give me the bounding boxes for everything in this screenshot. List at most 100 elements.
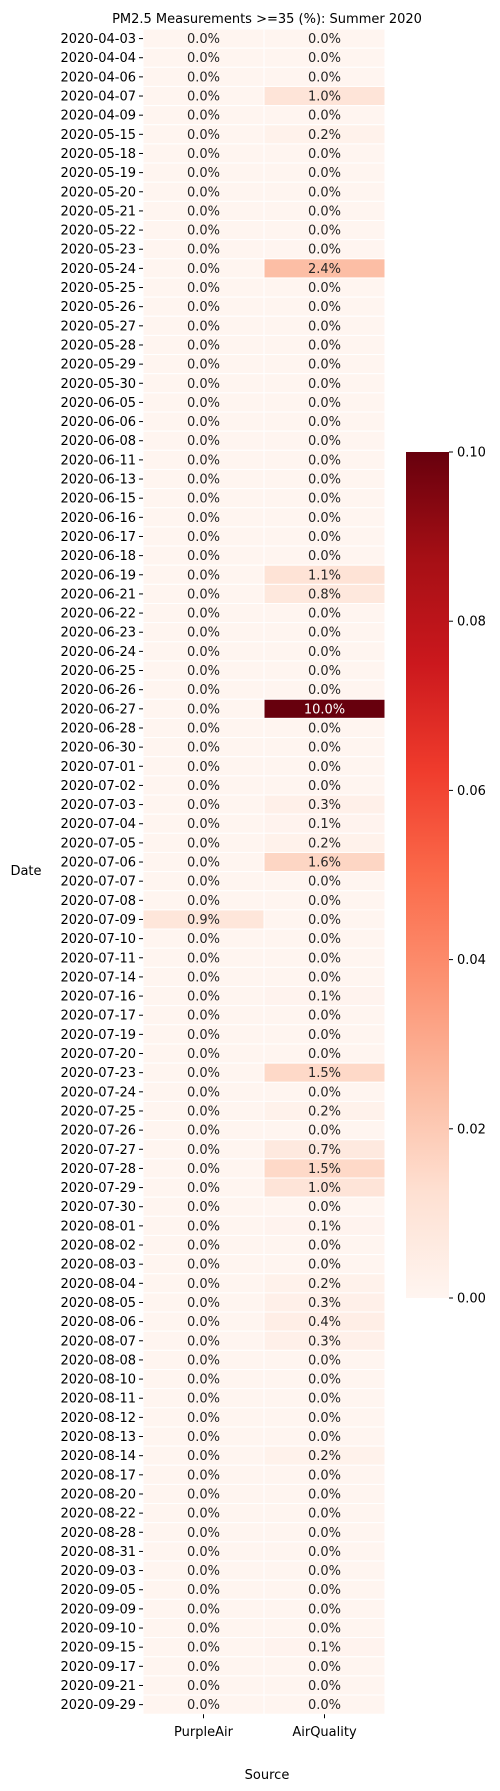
y-tick-label: 2020-07-24 <box>60 1085 136 1100</box>
cell-value-label: 0.0% <box>187 836 220 851</box>
y-tick-label: 2020-06-28 <box>60 721 136 736</box>
y-tick-label: 2020-07-07 <box>60 875 136 890</box>
cell-value-label: 0.0% <box>187 1219 220 1234</box>
cell-value-label: 0.0% <box>308 779 341 794</box>
y-tick-label: 2020-05-22 <box>60 224 136 239</box>
cell-value-label: 0.0% <box>187 166 220 181</box>
y-tick-label: 2020-07-29 <box>60 1181 136 1196</box>
cell-value-label: 0.1% <box>308 817 341 832</box>
y-tick-label: 2020-04-04 <box>60 51 136 66</box>
y-tick-label: 2020-09-03 <box>60 1564 136 1579</box>
y-tick-label: 2020-06-25 <box>60 664 136 679</box>
cell-value-label: 0.0% <box>308 204 341 219</box>
colorbar-tick-label: 0.08 <box>457 615 486 630</box>
cell-value-label: 0.0% <box>187 779 220 794</box>
cell-value-label: 0.0% <box>187 319 220 334</box>
cell-value-label: 0.0% <box>187 875 220 890</box>
cell-value-label: 0.3% <box>308 1334 341 1349</box>
cell-value-label: 1.6% <box>308 856 341 871</box>
cell-value-label: 0.4% <box>308 1315 341 1330</box>
cell-value-label: 0.0% <box>187 1468 220 1483</box>
y-tick-label: 2020-07-30 <box>60 1200 136 1215</box>
cell-value-label: 0.0% <box>308 1047 341 1062</box>
cell-value-label: 0.0% <box>187 1104 220 1119</box>
cell-value-label: 0.0% <box>187 281 220 296</box>
cell-value-label: 0.3% <box>308 798 341 813</box>
cell-value-label: 0.0% <box>308 1124 341 1139</box>
y-tick-label: 2020-06-26 <box>60 683 136 698</box>
colorbar-tick-label: 0.00 <box>457 1292 486 1307</box>
cell-value-label: 0.0% <box>187 1698 220 1713</box>
cell-value-label: 0.2% <box>308 1277 341 1292</box>
cell-value-label: 0.0% <box>187 1085 220 1100</box>
cell-value-label: 0.0% <box>187 1660 220 1675</box>
y-tick-label: 2020-08-20 <box>60 1487 136 1502</box>
cell-value-label: 0.0% <box>308 683 341 698</box>
cell-value-label: 0.0% <box>187 32 220 47</box>
cell-value-label: 0.0% <box>187 1047 220 1062</box>
cell-value-label: 0.0% <box>187 1564 220 1579</box>
cell-value-label: 0.0% <box>187 1622 220 1637</box>
cell-value-label: 0.0% <box>187 396 220 411</box>
y-tick-label: 2020-07-09 <box>60 913 136 928</box>
cell-value-label: 0.0% <box>308 1564 341 1579</box>
cell-value-label: 0.2% <box>308 1449 341 1464</box>
cell-value-label: 1.0% <box>308 90 341 105</box>
cell-value-label: 0.0% <box>187 1028 220 1043</box>
y-axis: 2020-04-03 2020-04-04 2020-04-06 2020-04-07… <box>60 32 143 1713</box>
y-tick-label: 2020-08-22 <box>60 1507 136 1522</box>
cell-value-label: 0.0% <box>308 970 341 985</box>
cell-value-label: 0.0% <box>187 473 220 488</box>
cell-value-label: 0.0% <box>187 338 220 353</box>
cell-value-label: 0.0% <box>308 32 341 47</box>
cell-value-label: 0.0% <box>187 1124 220 1139</box>
y-tick-label: 2020-06-05 <box>60 396 136 411</box>
cell-value-label: 0.2% <box>308 128 341 143</box>
cell-value-label: 0.0% <box>187 817 220 832</box>
y-tick-label: 2020-04-09 <box>60 109 136 124</box>
cell-value-label: 0.0% <box>187 434 220 449</box>
y-axis-label: Date <box>10 864 41 879</box>
x-tick-label: PurpleAir <box>174 1725 234 1740</box>
cell-value-label: 2.4% <box>308 262 341 277</box>
cell-value-label: 0.0% <box>308 913 341 928</box>
cell-value-label: 0.0% <box>187 70 220 85</box>
chart-title: PM2.5 Measurements >=35 (%): Summer 2020 <box>112 12 422 27</box>
cell-value-label: 0.0% <box>187 1315 220 1330</box>
cell-value-label: 0.0% <box>308 1507 341 1522</box>
y-tick-label: 2020-06-18 <box>60 549 136 564</box>
cell-value-label: 0.0% <box>187 798 220 813</box>
cell-value-label: 0.0% <box>187 358 220 373</box>
cell-value-label: 0.0% <box>308 1468 341 1483</box>
cell-value-label: 0.0% <box>308 224 341 239</box>
cell-value-label: 0.0% <box>187 204 220 219</box>
cell-value-label: 0.0% <box>187 1162 220 1177</box>
cell-value-label: 0.1% <box>308 1641 341 1656</box>
cell-value-label: 0.0% <box>187 262 220 277</box>
cell-value-label: 0.0% <box>187 492 220 507</box>
cell-value-label: 0.0% <box>187 511 220 526</box>
cell-value-label: 0.0% <box>308 1028 341 1043</box>
cell-value-label: 0.0% <box>187 626 220 641</box>
y-tick-label: 2020-08-01 <box>60 1219 136 1234</box>
y-tick-label: 2020-05-30 <box>60 377 136 392</box>
y-tick-label: 2020-07-05 <box>60 836 136 851</box>
cell-value-label: 0.0% <box>308 1200 341 1215</box>
cell-value-label: 0.0% <box>308 147 341 162</box>
cell-value-label: 0.0% <box>308 1583 341 1598</box>
cell-value-label: 0.0% <box>187 224 220 239</box>
cell-value-label: 0.8% <box>308 587 341 602</box>
cell-value-label: 0.0% <box>308 894 341 909</box>
x-tick-label: AirQuality <box>292 1725 357 1740</box>
y-tick-label: 2020-07-14 <box>60 970 136 985</box>
cell-value-label: 0.0% <box>187 300 220 315</box>
y-tick-label: 2020-06-16 <box>60 511 136 526</box>
cell-value-label: 0.3% <box>308 1296 341 1311</box>
cell-value-label: 0.2% <box>308 836 341 851</box>
cell-value-label: 0.0% <box>187 549 220 564</box>
cell-value-label: 0.0% <box>187 741 220 756</box>
y-tick-label: 2020-06-06 <box>60 415 136 430</box>
cell-value-label: 0.0% <box>187 377 220 392</box>
cell-value-label: 0.0% <box>308 1411 341 1426</box>
y-tick-label: 2020-08-12 <box>60 1411 136 1426</box>
